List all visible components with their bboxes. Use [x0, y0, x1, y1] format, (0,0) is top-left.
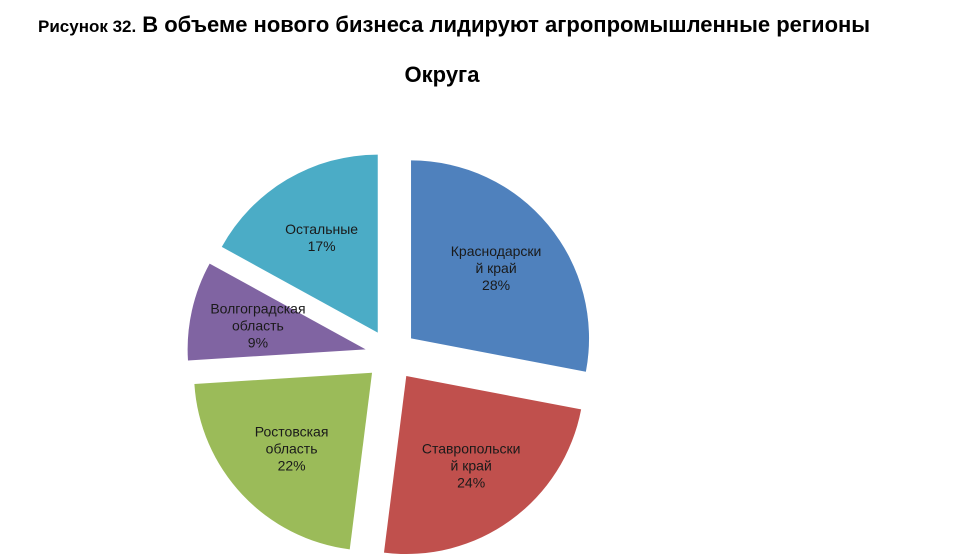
- figure-number: Рисунок 32.: [38, 17, 137, 36]
- pie-slice: [383, 376, 582, 555]
- slice-percent: 17%: [308, 238, 336, 254]
- slice-percent: 24%: [457, 474, 485, 490]
- slice-label: Остальные 17%: [285, 221, 358, 254]
- slice-name: Остальные: [285, 221, 358, 237]
- slice-label: Ставропольски й край 24%: [422, 440, 521, 490]
- pie-slice: [221, 154, 378, 333]
- slice-name: область: [266, 440, 318, 456]
- slice-percent: 28%: [482, 277, 510, 293]
- slice-label: Волгоградская область 9%: [210, 300, 305, 350]
- slice-percent: 9%: [248, 334, 268, 350]
- figure-caption: Рисунок 32. В объеме нового бизнеса лидир…: [38, 12, 870, 38]
- slice-name: Ростовская: [255, 423, 329, 439]
- slice-name: й край: [475, 260, 516, 276]
- slice-name: Ставропольски: [422, 440, 521, 456]
- slice-label: Краснодарски й край 28%: [451, 243, 542, 293]
- slice-name: Волгоградская: [210, 300, 305, 316]
- slice-name: Краснодарски: [451, 243, 542, 259]
- figure-caption-text: В объеме нового бизнеса лидируют агропро…: [142, 12, 871, 37]
- pie-slice: [411, 160, 590, 372]
- slice-label: Ростовская область 22%: [255, 423, 329, 473]
- slice-name: область: [232, 317, 284, 333]
- chart-title: Округа: [404, 62, 480, 87]
- slice-percent: 22%: [278, 457, 306, 473]
- pie-slice: [187, 263, 366, 361]
- slice-name: й край: [451, 457, 492, 473]
- pie-slice: [194, 372, 373, 550]
